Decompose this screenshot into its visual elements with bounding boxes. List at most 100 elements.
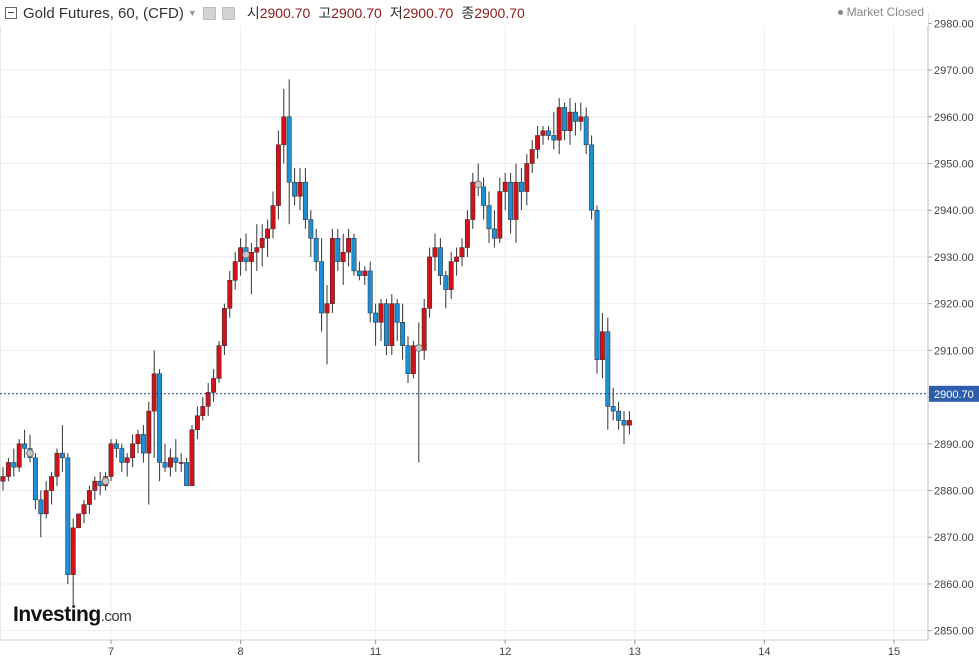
event-marker [414, 344, 423, 352]
ohlc-low: 저2900.70 [389, 5, 454, 21]
candle-down [594, 209, 600, 360]
candle-down [621, 420, 627, 426]
candle-down [292, 181, 298, 197]
x-tick-label: 7 [108, 646, 114, 657]
candle-down [184, 462, 190, 487]
candle-down [616, 410, 622, 421]
y-tick-label: 2940.00 [934, 205, 974, 217]
candle-up [378, 303, 384, 323]
x-tick-label: 13 [629, 646, 641, 657]
candle-down [356, 270, 362, 276]
candle-up [49, 476, 55, 491]
candle-down [518, 181, 524, 192]
symbol-title[interactable]: Gold Futures, 60, (CFD) [23, 4, 184, 22]
candle-up [227, 280, 233, 309]
x-tick-label: 12 [499, 646, 511, 657]
y-tick-label: 2970.00 [934, 65, 974, 77]
y-tick-label: 2890.00 [934, 439, 974, 451]
candle-down [443, 275, 449, 290]
candle-up [86, 490, 92, 505]
candle-down [351, 237, 357, 272]
x-tick-label: 11 [370, 646, 381, 657]
status-dot-icon [837, 10, 843, 16]
candle-down [319, 261, 325, 314]
candle-down [491, 228, 497, 239]
candle-up [297, 181, 303, 197]
investing-logo: Investing.com [13, 603, 132, 626]
candle-down [119, 448, 125, 463]
candle-up [448, 261, 454, 290]
candle-down [65, 457, 71, 575]
settings-icon[interactable] [202, 6, 216, 20]
candle-up [578, 116, 584, 122]
candle-down [486, 205, 492, 230]
collapse-toggle-icon[interactable] [5, 7, 17, 19]
candle-down [562, 107, 568, 132]
ohlc-readout: 시2900.70 고2900.70 저2900.70 종2900.70 [247, 3, 525, 23]
candle-up [362, 270, 368, 276]
candle-up [410, 345, 416, 374]
candle-down [373, 312, 379, 323]
ohlc-high: 고2900.70 [318, 5, 382, 21]
candle-up [497, 191, 503, 239]
candle-up [265, 228, 271, 239]
candle-up [146, 410, 152, 454]
market-status: Market Closed [837, 5, 924, 19]
y-tick-label: 2960.00 [934, 112, 974, 124]
candle-up [76, 513, 82, 529]
x-tick-label: 14 [758, 646, 770, 657]
candle-up [135, 434, 141, 445]
candle-up [502, 181, 508, 192]
candle-up [5, 462, 11, 477]
chart-header: Gold Futures, 60, (CFD) ▼ 시2900.70 고2900… [0, 0, 928, 26]
last-price-tag [929, 385, 979, 402]
y-tick-label: 2910.00 [934, 345, 974, 357]
candle-down [173, 457, 179, 463]
x-tick-label: 15 [888, 646, 900, 657]
candle-up [151, 373, 157, 412]
candle-up [216, 345, 222, 379]
candle-down [551, 135, 557, 141]
event-marker [242, 250, 250, 259]
candle-down [162, 462, 168, 468]
candle-up [205, 392, 211, 407]
candle-up [459, 247, 465, 258]
dropdown-caret-icon[interactable]: ▼ [187, 8, 197, 18]
plot-area [0, 13, 929, 641]
candle-up [259, 237, 265, 248]
y-tick-label: 2930.00 [934, 252, 974, 264]
hide-icon[interactable] [221, 6, 235, 20]
y-tick-label: 2850.00 [934, 626, 974, 638]
candle-up [124, 457, 130, 463]
candle-up [221, 308, 227, 346]
candle-up [324, 303, 330, 314]
candle-up [524, 163, 530, 192]
candle-down [605, 331, 611, 407]
candle-up [540, 130, 546, 136]
last-price-label: 2900.70 [934, 389, 974, 401]
x-tick-label: 8 [238, 646, 244, 657]
candle-up [275, 144, 281, 206]
candle-down [97, 480, 103, 487]
candle-down [610, 406, 616, 412]
candle-up [626, 420, 632, 426]
candle-down [11, 462, 17, 468]
candle-down [437, 247, 443, 276]
candle-up [556, 107, 562, 141]
candle-up [81, 504, 87, 515]
candle-down [394, 303, 400, 323]
candle-up [16, 443, 22, 468]
candle-up [211, 378, 217, 393]
ohlc-open: 시2900.70 [246, 5, 311, 21]
candle-down [32, 457, 38, 501]
candle-up [254, 247, 260, 253]
candle-down [113, 443, 119, 449]
candle-up [130, 443, 136, 459]
candle-up [178, 462, 184, 464]
candle-down [545, 130, 551, 136]
candle-up [108, 443, 114, 477]
y-tick-label: 2920.00 [934, 299, 974, 311]
candle-down [367, 270, 373, 314]
